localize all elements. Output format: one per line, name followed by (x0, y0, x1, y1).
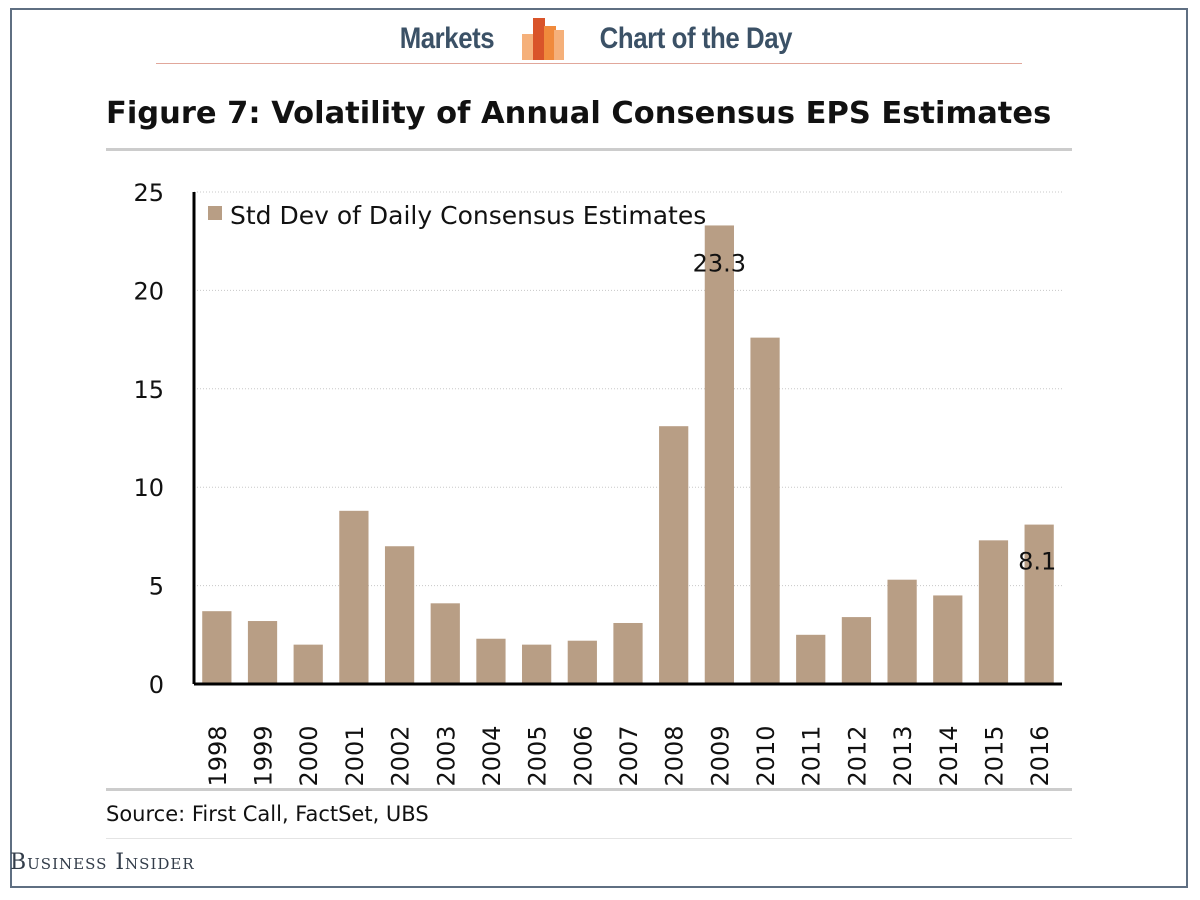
x-tick-label: 2006 (569, 725, 597, 786)
x-tick-label: 2002 (387, 725, 415, 786)
x-tick-label: 2000 (295, 725, 323, 786)
x-tick-label: 2005 (524, 725, 552, 786)
bar-1998 (202, 611, 232, 684)
chart-title: Figure 7: Volatility of Annual Consensus… (106, 96, 1052, 131)
y-tick-label: 15 (133, 376, 164, 404)
bar-2011 (796, 634, 826, 684)
source-divider (106, 788, 1072, 791)
bar-2006 (567, 640, 597, 684)
header-bar: Markets Chart of the Day (0, 14, 1200, 64)
x-tick-label: 2009 (706, 725, 734, 786)
bar-2012 (841, 617, 872, 684)
labels: 0 5 10 15 20 25 1998 1999 2000 2001 2002 2003 2004 20… (133, 179, 1056, 787)
header-divider (156, 63, 1022, 64)
markets-label[interactable]: Markets (399, 22, 495, 55)
data-label: 8.1 (1018, 548, 1056, 576)
y-tick-label: 5 (149, 573, 164, 601)
bar-2013 (887, 579, 917, 684)
x-tick-label: 2008 (661, 725, 689, 786)
x-tick-label: 2007 (615, 725, 643, 786)
bar-2014 (933, 595, 963, 684)
x-tick-label: 2011 (798, 725, 826, 786)
chart-frame (10, 8, 1188, 888)
bar-2015 (978, 540, 1009, 684)
data-label: 23.3 (693, 249, 746, 277)
bar-1999 (247, 621, 278, 684)
bar-2016 (1024, 524, 1054, 684)
bar-2001 (339, 510, 369, 684)
source-note: Source: First Call, FactSet, UBS (106, 802, 429, 826)
y-tick-label: 20 (133, 277, 164, 305)
bar-2002 (384, 546, 415, 684)
legend-label: Std Dev of Daily Consensus Estimates (230, 201, 706, 230)
footer-divider (106, 838, 1072, 839)
x-tick-label: 2010 (752, 725, 780, 786)
gridlines (194, 191, 1062, 587)
x-tick-label: 2012 (843, 725, 871, 786)
bar-2009 (704, 225, 734, 684)
x-tick-label: 2013 (889, 725, 917, 786)
axes (192, 192, 1062, 686)
x-tick-label: 1998 (204, 725, 232, 786)
bar-2008 (659, 426, 689, 684)
chart-of-the-day-logo-icon (522, 18, 565, 60)
bar-2007 (613, 622, 643, 684)
x-tick-label: 1999 (250, 725, 278, 786)
y-tick-label: 0 (149, 671, 164, 699)
x-tick-label: 2001 (341, 725, 369, 786)
x-tick-label: 2014 (935, 725, 963, 786)
y-tick-label: 25 (133, 179, 164, 207)
title-divider (106, 148, 1072, 151)
business-insider-logo: Business Insider (10, 850, 195, 875)
bar-2004 (476, 638, 506, 684)
x-tick-label: 2004 (478, 725, 506, 786)
y-tick-label: 10 (133, 474, 164, 502)
x-tick-label: 2015 (980, 725, 1008, 786)
bar-2003 (430, 603, 460, 684)
bars (202, 225, 1054, 684)
bar-2005 (522, 644, 552, 684)
legend-swatch (208, 206, 222, 220)
bar-2000 (293, 644, 323, 684)
x-tick-label: 2016 (1026, 725, 1054, 786)
chart-of-the-day-label[interactable]: Chart of the Day (599, 22, 793, 55)
bar-2010 (750, 337, 780, 684)
x-tick-label: 2003 (432, 725, 460, 786)
